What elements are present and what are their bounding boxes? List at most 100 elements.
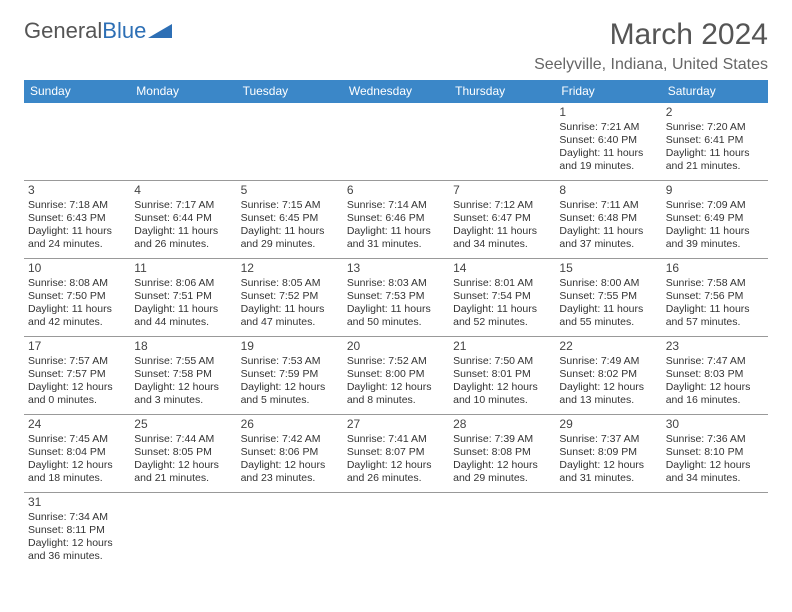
day-detail: Sunrise: 7:20 AM <box>666 121 764 134</box>
day-number: 1 <box>559 105 657 120</box>
day-detail: Sunrise: 7:57 AM <box>28 355 126 368</box>
day-detail: Sunset: 6:44 PM <box>134 212 232 225</box>
calendar-day: 30Sunrise: 7:36 AMSunset: 8:10 PMDayligh… <box>662 415 768 493</box>
day-detail: Sunrise: 8:06 AM <box>134 277 232 290</box>
calendar-day: 27Sunrise: 7:41 AMSunset: 8:07 PMDayligh… <box>343 415 449 493</box>
day-number: 16 <box>666 261 764 276</box>
day-detail: Sunset: 6:40 PM <box>559 134 657 147</box>
day-detail: Daylight: 12 hours <box>241 381 339 394</box>
day-detail: Sunset: 6:43 PM <box>28 212 126 225</box>
calendar-body: 1Sunrise: 7:21 AMSunset: 6:40 PMDaylight… <box>24 103 768 571</box>
calendar-empty <box>343 103 449 181</box>
day-number: 8 <box>559 183 657 198</box>
day-detail: Sunrise: 7:42 AM <box>241 433 339 446</box>
day-number: 25 <box>134 417 232 432</box>
day-detail: and 34 minutes. <box>666 472 764 485</box>
day-detail: and 42 minutes. <box>28 316 126 329</box>
calendar-day: 18Sunrise: 7:55 AMSunset: 7:58 PMDayligh… <box>130 337 236 415</box>
day-detail: Sunrise: 7:47 AM <box>666 355 764 368</box>
day-number: 14 <box>453 261 551 276</box>
day-detail: Sunset: 6:49 PM <box>666 212 764 225</box>
calendar-week: 31Sunrise: 7:34 AMSunset: 8:11 PMDayligh… <box>24 493 768 571</box>
day-number: 5 <box>241 183 339 198</box>
day-detail: Daylight: 12 hours <box>134 459 232 472</box>
day-detail: Daylight: 11 hours <box>28 303 126 316</box>
day-detail: Sunset: 8:02 PM <box>559 368 657 381</box>
calendar-empty <box>237 493 343 571</box>
day-detail: Sunset: 8:11 PM <box>28 524 126 537</box>
day-detail: Sunrise: 8:00 AM <box>559 277 657 290</box>
day-number: 27 <box>347 417 445 432</box>
day-detail: and 16 minutes. <box>666 394 764 407</box>
calendar-day: 25Sunrise: 7:44 AMSunset: 8:05 PMDayligh… <box>130 415 236 493</box>
calendar-week: 1Sunrise: 7:21 AMSunset: 6:40 PMDaylight… <box>24 103 768 181</box>
calendar-empty <box>130 493 236 571</box>
calendar-table: SundayMondayTuesdayWednesdayThursdayFrid… <box>24 80 768 571</box>
header: GeneralBlue March 2024 Seelyville, India… <box>24 18 768 74</box>
logo-text-blue: Blue <box>102 18 146 44</box>
day-detail: Sunrise: 7:11 AM <box>559 199 657 212</box>
day-detail: Daylight: 11 hours <box>559 303 657 316</box>
day-detail: Daylight: 12 hours <box>666 381 764 394</box>
calendar-day: 22Sunrise: 7:49 AMSunset: 8:02 PMDayligh… <box>555 337 661 415</box>
day-detail: Sunrise: 7:12 AM <box>453 199 551 212</box>
day-number: 26 <box>241 417 339 432</box>
day-detail: and 44 minutes. <box>134 316 232 329</box>
day-detail: and 8 minutes. <box>347 394 445 407</box>
day-detail: Sunrise: 7:09 AM <box>666 199 764 212</box>
day-detail: Sunset: 6:46 PM <box>347 212 445 225</box>
day-detail: Daylight: 11 hours <box>347 303 445 316</box>
day-header: Friday <box>555 80 661 103</box>
day-detail: Sunset: 7:54 PM <box>453 290 551 303</box>
day-number: 12 <box>241 261 339 276</box>
day-detail: Sunset: 8:05 PM <box>134 446 232 459</box>
day-detail: Sunset: 8:00 PM <box>347 368 445 381</box>
day-detail: Sunrise: 7:41 AM <box>347 433 445 446</box>
day-detail: and 26 minutes. <box>347 472 445 485</box>
calendar-empty <box>449 103 555 181</box>
day-detail: Sunrise: 7:55 AM <box>134 355 232 368</box>
day-detail: Daylight: 11 hours <box>134 225 232 238</box>
day-detail: Sunset: 7:58 PM <box>134 368 232 381</box>
calendar-day: 20Sunrise: 7:52 AMSunset: 8:00 PMDayligh… <box>343 337 449 415</box>
calendar-week: 17Sunrise: 7:57 AMSunset: 7:57 PMDayligh… <box>24 337 768 415</box>
day-detail: Sunrise: 7:39 AM <box>453 433 551 446</box>
day-detail: and 39 minutes. <box>666 238 764 251</box>
day-detail: Sunset: 7:56 PM <box>666 290 764 303</box>
day-detail: Sunrise: 7:50 AM <box>453 355 551 368</box>
calendar-day: 4Sunrise: 7:17 AMSunset: 6:44 PMDaylight… <box>130 181 236 259</box>
day-number: 28 <box>453 417 551 432</box>
day-detail: Sunrise: 7:21 AM <box>559 121 657 134</box>
day-detail: Daylight: 12 hours <box>559 381 657 394</box>
day-detail: Daylight: 11 hours <box>559 147 657 160</box>
day-detail: Sunrise: 7:18 AM <box>28 199 126 212</box>
day-detail: Sunset: 8:10 PM <box>666 446 764 459</box>
day-detail: Daylight: 12 hours <box>347 459 445 472</box>
day-header: Sunday <box>24 80 130 103</box>
day-detail: Sunset: 8:08 PM <box>453 446 551 459</box>
day-number: 18 <box>134 339 232 354</box>
day-detail: and 24 minutes. <box>28 238 126 251</box>
day-detail: Daylight: 12 hours <box>134 381 232 394</box>
day-detail: and 21 minutes. <box>666 160 764 173</box>
day-detail: Daylight: 12 hours <box>453 381 551 394</box>
day-number: 17 <box>28 339 126 354</box>
day-number: 22 <box>559 339 657 354</box>
day-number: 30 <box>666 417 764 432</box>
day-detail: and 18 minutes. <box>28 472 126 485</box>
day-detail: Sunrise: 7:49 AM <box>559 355 657 368</box>
day-detail: and 19 minutes. <box>559 160 657 173</box>
day-detail: Daylight: 12 hours <box>453 459 551 472</box>
day-detail: and 36 minutes. <box>28 550 126 563</box>
day-number: 4 <box>134 183 232 198</box>
day-number: 29 <box>559 417 657 432</box>
calendar-week: 3Sunrise: 7:18 AMSunset: 6:43 PMDaylight… <box>24 181 768 259</box>
day-detail: and 55 minutes. <box>559 316 657 329</box>
day-detail: Daylight: 12 hours <box>559 459 657 472</box>
day-detail: and 29 minutes. <box>453 472 551 485</box>
calendar-day: 28Sunrise: 7:39 AMSunset: 8:08 PMDayligh… <box>449 415 555 493</box>
day-detail: and 57 minutes. <box>666 316 764 329</box>
day-detail: Sunset: 8:09 PM <box>559 446 657 459</box>
day-detail: Daylight: 12 hours <box>28 381 126 394</box>
calendar-week: 24Sunrise: 7:45 AMSunset: 8:04 PMDayligh… <box>24 415 768 493</box>
